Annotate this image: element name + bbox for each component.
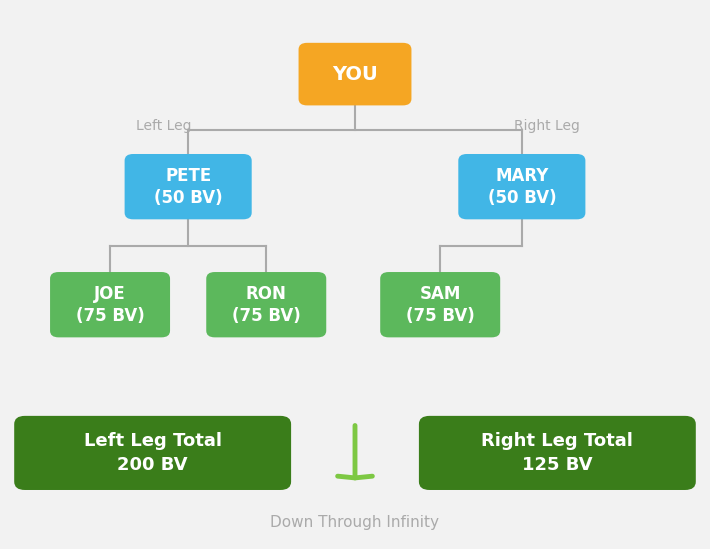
Text: RON
(75 BV): RON (75 BV)	[232, 284, 300, 325]
FancyBboxPatch shape	[459, 154, 585, 219]
FancyBboxPatch shape	[14, 416, 291, 490]
Text: SAM
(75 BV): SAM (75 BV)	[406, 284, 474, 325]
FancyBboxPatch shape	[381, 272, 500, 337]
Text: MARY
(50 BV): MARY (50 BV)	[488, 166, 556, 207]
Text: Left Leg Total
200 BV: Left Leg Total 200 BV	[84, 432, 222, 474]
FancyBboxPatch shape	[419, 416, 696, 490]
FancyBboxPatch shape	[207, 272, 326, 337]
Text: PETE
(50 BV): PETE (50 BV)	[154, 166, 222, 207]
Text: Right Leg: Right Leg	[514, 119, 579, 133]
Text: YOU: YOU	[332, 65, 378, 83]
Text: Right Leg Total
125 BV: Right Leg Total 125 BV	[481, 432, 633, 474]
Text: JOE
(75 BV): JOE (75 BV)	[76, 284, 144, 325]
FancyBboxPatch shape	[125, 154, 251, 219]
Text: Left Leg: Left Leg	[136, 119, 191, 133]
FancyBboxPatch shape	[299, 43, 412, 105]
Text: Down Through Infinity: Down Through Infinity	[271, 515, 439, 530]
FancyBboxPatch shape	[50, 272, 170, 337]
